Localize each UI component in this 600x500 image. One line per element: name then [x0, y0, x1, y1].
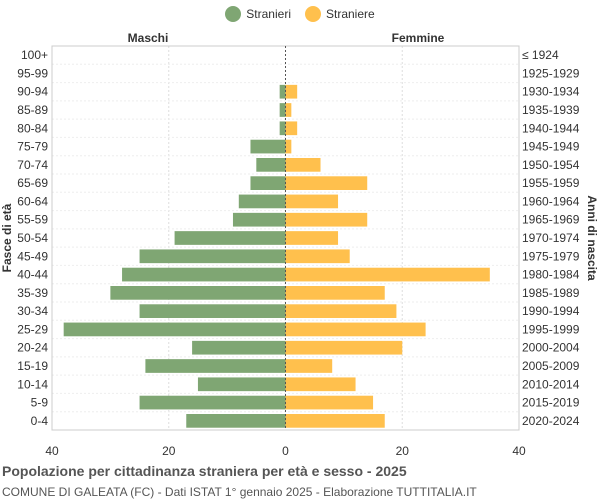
- bar-male: [110, 286, 286, 300]
- bar-female: [285, 194, 339, 209]
- birth-year-label: 1955-1959: [522, 176, 580, 190]
- bar-female: [285, 322, 426, 337]
- bar-female: [285, 304, 397, 318]
- bar-female: [285, 249, 350, 264]
- age-group-label: 35-39: [17, 286, 48, 300]
- age-group-label: 50-54: [17, 231, 48, 245]
- age-group-label: 75-79: [17, 140, 48, 154]
- bar-female: [285, 231, 339, 245]
- bar-female: [285, 139, 292, 154]
- side-label-femmine: Femmine: [392, 31, 445, 45]
- bar-female: [285, 121, 298, 136]
- age-group-label: 0-4: [31, 414, 49, 428]
- legend-item-male[interactable]: Stranieri: [225, 6, 291, 22]
- population-pyramid-chart: 40 20 0 20 40 100+ ≤ 1924 95-99 1925-1929 90-94 19…: [0, 31, 599, 458]
- legend-swatch-female: [304, 6, 321, 22]
- birth-year-label: 1985-1989: [522, 286, 580, 300]
- bar-female: [285, 158, 321, 172]
- bar-male: [279, 84, 286, 99]
- age-group-label: 55-59: [17, 213, 48, 227]
- bar-female: [285, 212, 368, 227]
- x-tick-label: 20: [162, 444, 176, 458]
- bar-male: [250, 176, 286, 190]
- age-group-label: 15-19: [17, 359, 48, 373]
- x-tick-label: 20: [396, 444, 410, 458]
- bar-female: [285, 340, 403, 355]
- y-axis-title-right: Anni di nascita: [585, 195, 599, 281]
- bar-male: [197, 377, 286, 392]
- age-group-label: 40-44: [17, 268, 48, 282]
- bar-female: [285, 359, 333, 373]
- x-tick-label: 40: [512, 444, 526, 458]
- bar-female: [285, 414, 385, 428]
- age-group-label: 10-14: [17, 377, 48, 391]
- birth-year-label: 1960-1964: [522, 194, 580, 208]
- legend-label-male: Stranieri: [246, 7, 291, 21]
- bar-female: [285, 395, 374, 410]
- birth-year-label: 1995-1999: [522, 322, 580, 336]
- legend-swatch-male: [225, 6, 242, 22]
- side-label-maschi: Maschi: [128, 31, 169, 45]
- bar-female: [285, 267, 490, 282]
- age-group-label: 5-9: [31, 396, 49, 410]
- bar-male: [145, 359, 286, 373]
- bar-male: [186, 414, 286, 428]
- x-tick-label: 40: [45, 444, 59, 458]
- age-group-label: 85-89: [17, 103, 48, 117]
- bar-male: [192, 340, 286, 355]
- chart-legend: Stranieri Straniere: [0, 6, 600, 22]
- bar-male: [238, 194, 286, 209]
- birth-year-label: 1990-1994: [522, 304, 580, 318]
- birth-year-label: 2005-2009: [522, 359, 580, 373]
- bar-female: [285, 377, 356, 392]
- legend-label-female: Straniere: [325, 7, 375, 21]
- bar-male: [139, 249, 286, 264]
- age-group-label: 90-94: [17, 85, 48, 99]
- age-group-label: 20-24: [17, 341, 48, 355]
- birth-year-label: 1980-1984: [522, 268, 580, 282]
- bar-male: [279, 121, 286, 136]
- birth-year-label: 1965-1969: [522, 213, 580, 227]
- bar-female: [285, 176, 368, 190]
- birth-year-label: 1970-1974: [522, 231, 580, 245]
- birth-year-label: 2020-2024: [522, 414, 580, 428]
- age-group-label: 65-69: [17, 176, 48, 190]
- chart-title: Popolazione per cittadinanza straniera p…: [2, 463, 407, 479]
- birth-year-label: ≤ 1924: [522, 48, 559, 62]
- bar-male: [232, 212, 286, 227]
- bar-female: [285, 84, 298, 99]
- bar-male: [139, 395, 286, 410]
- age-group-label: 25-29: [17, 322, 48, 336]
- birth-year-label: 1930-1934: [522, 85, 580, 99]
- birth-year-label: 1975-1979: [522, 249, 580, 263]
- legend-item-female[interactable]: Straniere: [304, 6, 375, 22]
- age-group-label: 95-99: [17, 66, 48, 80]
- bar-male: [139, 304, 286, 318]
- y-axis-title-left: Fasce di età: [0, 203, 14, 272]
- birth-year-label: 1950-1954: [522, 158, 580, 172]
- age-group-label: 80-84: [17, 121, 48, 135]
- bar-female: [285, 103, 292, 117]
- bar-male: [122, 267, 286, 282]
- birth-year-label: 1940-1944: [522, 121, 580, 135]
- age-group-label: 100+: [21, 48, 48, 62]
- bar-male: [250, 139, 286, 154]
- birth-year-label: 1945-1949: [522, 140, 580, 154]
- chart-subtitle: COMUNE DI GALEATA (FC) - Dati ISTAT 1° g…: [2, 485, 477, 499]
- bar-male: [63, 322, 286, 337]
- bar-female: [285, 286, 385, 300]
- age-group-label: 70-74: [17, 158, 48, 172]
- age-group-label: 45-49: [17, 249, 48, 263]
- age-group-label: 30-34: [17, 304, 48, 318]
- bar-male: [174, 231, 286, 245]
- x-tick-label: 0: [282, 444, 289, 458]
- birth-year-label: 2010-2014: [522, 377, 580, 391]
- birth-year-label: 2000-2004: [522, 341, 580, 355]
- birth-year-label: 1925-1929: [522, 66, 580, 80]
- birth-year-label: 1935-1939: [522, 103, 580, 117]
- bar-male: [279, 103, 286, 117]
- age-group-label: 60-64: [17, 194, 48, 208]
- bar-male: [256, 158, 286, 172]
- birth-year-label: 2015-2019: [522, 396, 580, 410]
